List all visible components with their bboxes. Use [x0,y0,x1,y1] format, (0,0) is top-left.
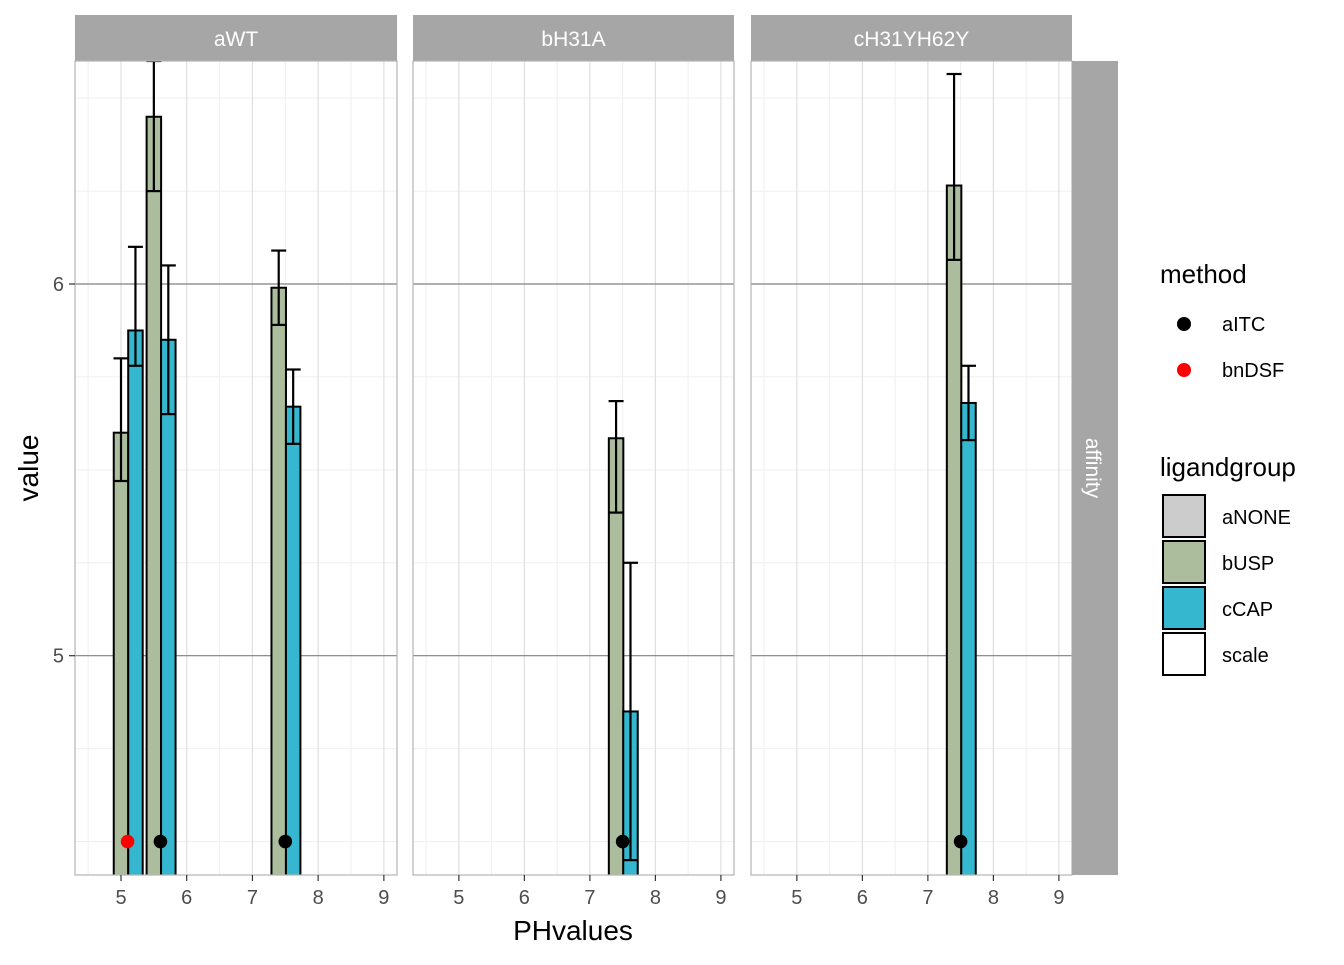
facet-strip-label: bH31A [541,28,605,51]
axes-layer: 5 6 7 8 9 5 6 5 6 7 8 9 5 6 7 8 9 [53,274,1065,909]
plot-area [413,61,734,875]
legend-key-scale [1162,632,1206,676]
legend-key-aNONE [1162,494,1206,538]
point-bnDSF [120,834,135,849]
legend: method ligandgroup aITC bnDSF aNONE bUSP cC… [1160,259,1296,676]
x-tick-label: 5 [453,887,464,909]
y-axis-title: value [13,435,44,502]
y-tick-label: 5 [53,646,64,668]
x-tick-label: 8 [650,887,661,909]
x-tick-label: 9 [715,887,726,909]
facet-panel-aWT: aWT [74,15,398,876]
x-tick-label: 5 [115,887,126,909]
facet-strip [413,15,734,61]
facet-strip [751,15,1072,61]
facet-panel-bH31A: bH31A [412,15,735,876]
panel-border [412,60,735,876]
x-tick-label: 7 [247,887,258,909]
y-tick-label: 6 [53,274,64,296]
x-tick-label: 9 [378,887,389,909]
row-strip-background [1072,61,1118,875]
legend-title-ligandgroup: ligandgroup [1160,452,1296,482]
x-tick-label: 6 [519,887,530,909]
bar-bUSP [145,115,163,875]
bar-cCAP [284,405,302,875]
point-aITC [953,834,968,849]
facet-strip [75,15,397,61]
legend-key-bnDSF [1177,363,1191,377]
row-strip: affinity [1072,61,1118,875]
legend-key-cCAP [1162,586,1206,630]
x-tick-label: 6 [857,887,868,909]
legend-ligand-items: aNONE bUSP cCAP scale [1162,494,1291,676]
panels-layer: aWT bH31A cH31YH62Y affinity [74,15,1118,876]
x-tick-label: 8 [313,887,324,909]
facet-panel-cH31YH62Y: cH31YH62Y [750,15,1073,876]
bar-bUSP [112,431,130,875]
x-tick-label: 7 [922,887,933,909]
legend-label-aITC: aITC [1222,314,1265,336]
legend-label-bnDSF: bnDSF [1222,360,1284,382]
legend-method-items: aITC bnDSF [1177,314,1284,382]
x-tick-label: 5 [791,887,802,909]
bar-bUSP [270,286,287,875]
plot-area [751,61,1072,875]
facet-strip-label: aWT [214,28,259,51]
legend-label-aNONE: aNONE [1222,507,1291,529]
point-aITC [278,834,293,849]
panel-border [750,60,1073,876]
facet-strip-label: cH31YH62Y [854,28,970,51]
legend-key-bUSP [1162,540,1206,584]
row-strip-label: affinity [1081,438,1104,499]
x-axis-title: PHvalues [513,915,633,946]
bar-cCAP [960,401,977,875]
x-tick-label: 7 [584,887,595,909]
x-tick-label: 9 [1053,887,1064,909]
point-aITC [615,834,630,849]
point-aITC [153,834,168,849]
legend-label-cCAP: cCAP [1222,599,1273,621]
legend-title-method: method [1160,259,1247,289]
plot-area [75,61,397,875]
bar-bUSP [945,184,963,875]
legend-key-aITC [1177,317,1191,331]
x-tick-label: 8 [988,887,999,909]
x-tick-label: 6 [181,887,192,909]
legend-label-scale: scale [1222,645,1269,667]
panel-border [74,60,398,876]
bar-cCAP [160,338,177,875]
bar-cCAP [127,329,144,875]
legend-label-bUSP: bUSP [1222,553,1274,575]
